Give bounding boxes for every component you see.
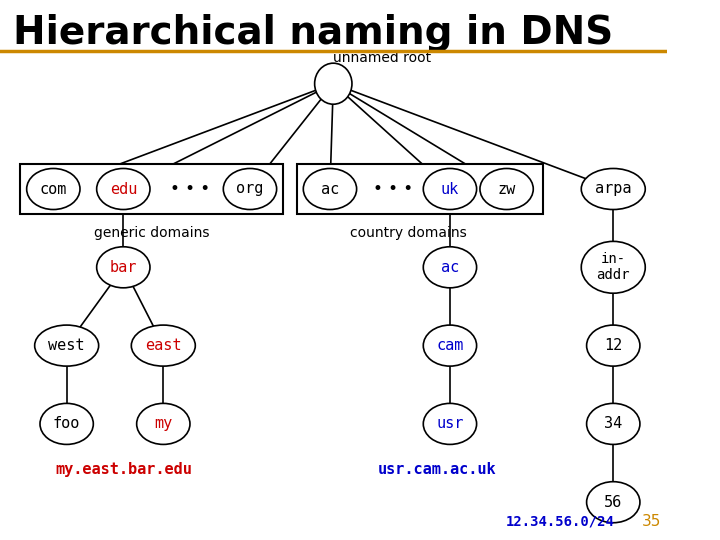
Text: edu: edu — [109, 181, 137, 197]
Text: usr.cam.ac.uk: usr.cam.ac.uk — [377, 462, 496, 477]
Text: org: org — [236, 181, 264, 197]
Text: bar: bar — [109, 260, 137, 275]
Ellipse shape — [303, 168, 356, 210]
Ellipse shape — [587, 482, 640, 523]
Text: country domains: country domains — [350, 226, 467, 240]
Ellipse shape — [40, 403, 94, 444]
Text: uk: uk — [441, 181, 459, 197]
Text: • • •: • • • — [373, 180, 413, 198]
Ellipse shape — [131, 325, 195, 366]
Ellipse shape — [35, 325, 99, 366]
Text: in-
addr: in- addr — [596, 252, 630, 282]
Text: 34: 34 — [604, 416, 622, 431]
Text: arpa: arpa — [595, 181, 631, 197]
Text: ac: ac — [321, 181, 339, 197]
Text: • • •: • • • — [170, 180, 210, 198]
Ellipse shape — [423, 403, 477, 444]
Text: 35: 35 — [642, 514, 661, 529]
Text: 12.34.56.0/24: 12.34.56.0/24 — [505, 514, 614, 528]
Ellipse shape — [96, 168, 150, 210]
Ellipse shape — [581, 241, 645, 293]
Ellipse shape — [480, 168, 534, 210]
Text: Hierarchical naming in DNS: Hierarchical naming in DNS — [14, 14, 613, 51]
Text: east: east — [145, 338, 181, 353]
Text: west: west — [48, 338, 85, 353]
Ellipse shape — [587, 325, 640, 366]
Ellipse shape — [315, 63, 352, 104]
Bar — [297, 164, 544, 214]
Text: unnamed root: unnamed root — [333, 51, 431, 65]
Ellipse shape — [96, 247, 150, 288]
Text: generic domains: generic domains — [94, 226, 210, 240]
Ellipse shape — [581, 168, 645, 210]
Text: com: com — [40, 181, 67, 197]
Ellipse shape — [223, 168, 276, 210]
Text: ac: ac — [441, 260, 459, 275]
Bar — [20, 164, 283, 214]
Ellipse shape — [137, 403, 190, 444]
Text: my.east.bar.edu: my.east.bar.edu — [55, 462, 192, 477]
Ellipse shape — [423, 325, 477, 366]
Text: usr: usr — [436, 416, 464, 431]
Ellipse shape — [423, 247, 477, 288]
Ellipse shape — [587, 403, 640, 444]
Ellipse shape — [27, 168, 80, 210]
Ellipse shape — [423, 168, 477, 210]
Text: 56: 56 — [604, 495, 622, 510]
Text: my: my — [154, 416, 172, 431]
Text: foo: foo — [53, 416, 81, 431]
Text: zw: zw — [498, 181, 516, 197]
Text: cam: cam — [436, 338, 464, 353]
Text: 12: 12 — [604, 338, 622, 353]
